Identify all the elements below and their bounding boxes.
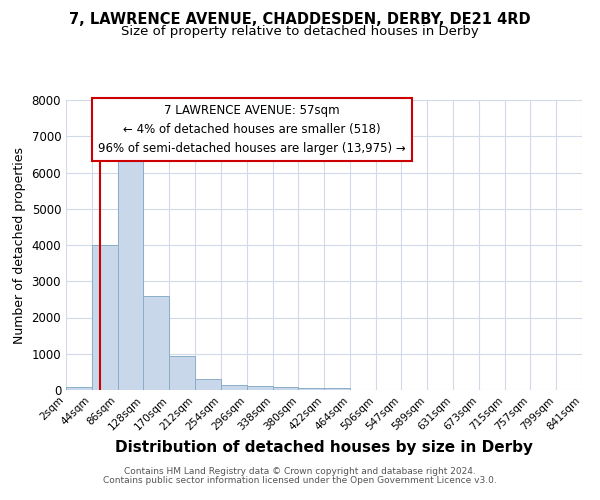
Text: 7 LAWRENCE AVENUE: 57sqm
← 4% of detached houses are smaller (518)
96% of semi-d: 7 LAWRENCE AVENUE: 57sqm ← 4% of detache…	[98, 104, 406, 156]
Bar	[247, 386, 272, 390]
Bar	[118, 151, 143, 390]
Bar	[195, 379, 221, 390]
Bar	[92, 245, 118, 390]
Bar	[272, 388, 298, 390]
Bar	[66, 387, 92, 390]
Text: 7, LAWRENCE AVENUE, CHADDESDEN, DERBY, DE21 4RD: 7, LAWRENCE AVENUE, CHADDESDEN, DERBY, D…	[69, 12, 531, 28]
Y-axis label: Number of detached properties: Number of detached properties	[13, 146, 26, 344]
Text: Contains HM Land Registry data © Crown copyright and database right 2024.: Contains HM Land Registry data © Crown c…	[124, 467, 476, 476]
Bar	[325, 388, 350, 390]
X-axis label: Distribution of detached houses by size in Derby: Distribution of detached houses by size …	[115, 440, 533, 455]
Text: Contains public sector information licensed under the Open Government Licence v3: Contains public sector information licen…	[103, 476, 497, 485]
Bar	[169, 356, 195, 390]
Text: Size of property relative to detached houses in Derby: Size of property relative to detached ho…	[121, 25, 479, 38]
Bar	[298, 388, 325, 390]
Bar	[143, 296, 169, 390]
Bar	[221, 386, 247, 390]
